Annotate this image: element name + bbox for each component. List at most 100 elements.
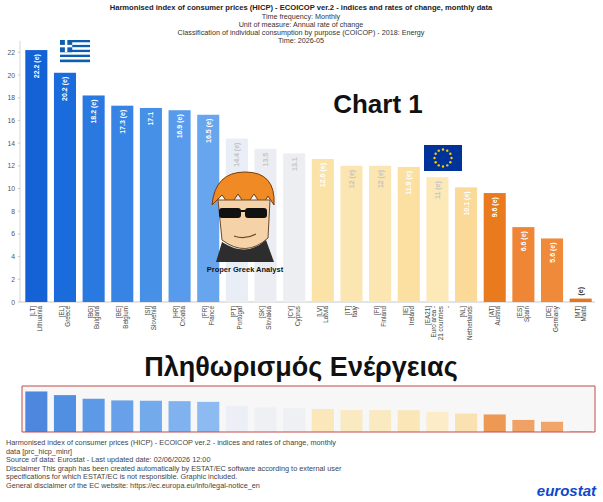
x-tick-label: [HR]Croatia <box>172 306 186 327</box>
y-tick-label: 8 <box>11 208 15 215</box>
bar <box>312 159 334 302</box>
chart: Harmonised index of consumer prices (HIC… <box>0 0 603 502</box>
bar <box>111 106 133 302</box>
x-tick-label: [EA21]Euro area -21 countries- <box>424 306 451 341</box>
thumbnail-bar <box>541 422 563 432</box>
flag-star <box>446 164 448 166</box>
y-tick <box>18 188 20 189</box>
x-axis <box>20 302 595 303</box>
flag-star <box>434 161 436 163</box>
y-tick-label: 22 <box>7 49 15 56</box>
thumbnail-border <box>22 386 23 432</box>
flag-star <box>442 165 444 167</box>
y-tick <box>18 279 20 280</box>
label-line: Germany <box>552 305 560 332</box>
label-line: Finland <box>380 306 387 327</box>
data-label: (e) <box>577 287 585 296</box>
x-tick-label: [IT]Italy <box>344 305 359 317</box>
flag-star <box>446 149 448 151</box>
greek-flag <box>60 40 90 62</box>
thumbnail-bar <box>312 409 334 432</box>
flag-star <box>438 164 440 166</box>
thumbnail-bar <box>340 410 362 432</box>
y-axis <box>20 41 21 302</box>
x-tick-label: [BG]Bulgaria <box>87 306 102 330</box>
y-tick-label: 14 <box>7 140 15 147</box>
thumbnail-bar <box>369 410 391 432</box>
x-tick-label: [SI]Slovenia <box>144 306 158 331</box>
data-label: 16.5 (e) <box>205 119 213 143</box>
bar <box>83 95 105 302</box>
x-tick-label: [EL]Greece <box>58 306 72 327</box>
bar <box>169 110 191 302</box>
background <box>0 0 603 502</box>
label-line: - <box>444 306 451 308</box>
y-tick-label: 12 <box>7 162 15 169</box>
y-tick <box>18 302 20 303</box>
thumbnail-bar <box>512 420 534 432</box>
data-label: 11 (e) <box>434 181 442 199</box>
flag-stripe <box>60 57 90 60</box>
x-tick-label: [LV]Latvia <box>316 306 330 323</box>
label-line: Malta <box>580 306 587 322</box>
flag-canton <box>60 40 72 52</box>
x-tick-label: [AT]Austria <box>488 306 502 326</box>
data-label: 22.2 (e) <box>33 54 41 78</box>
label-line: Greece <box>64 306 71 327</box>
flag-stripe <box>60 60 90 63</box>
bars <box>25 50 591 302</box>
y-tick <box>18 165 20 166</box>
y-tick-label: 20 <box>7 72 15 79</box>
data-label: 11.9 (e) <box>405 171 413 195</box>
y-tick <box>18 75 20 76</box>
thumbnail-border <box>595 386 596 432</box>
data-label: 20.2 (e) <box>61 77 69 101</box>
bar <box>512 227 534 302</box>
data-label: 13.1 <box>291 157 298 171</box>
data-label: 18.2 (e) <box>90 99 98 123</box>
thumbnail <box>22 386 595 432</box>
face <box>218 200 270 249</box>
annotation: Proper Greek Analyst <box>207 265 284 274</box>
thumbnail-bar <box>111 400 133 432</box>
x-tick-label: [LT]Lithuania <box>29 306 43 332</box>
x-tick-label: [PT]Portugal <box>230 306 245 330</box>
mouth <box>234 234 256 238</box>
x-tick-label: [ES]Spain <box>516 306 531 323</box>
label-line: Italy <box>351 305 359 317</box>
bar <box>455 187 477 302</box>
label-line: Ireland <box>408 306 415 326</box>
y-tick <box>18 256 20 257</box>
flag-cross <box>65 40 67 52</box>
data-label: 13.5 <box>262 153 269 167</box>
x-tick-label: [IE]Ireland <box>402 306 416 326</box>
thumbnail-bar <box>426 412 448 432</box>
thumbnail-border <box>22 385 595 386</box>
thumbnail-bar <box>197 402 219 432</box>
y-tick <box>18 97 20 98</box>
label-line: France <box>208 306 215 326</box>
flag-star <box>449 153 451 155</box>
data-label: 17.3 (e) <box>119 110 127 134</box>
thumbnail-bar <box>25 391 47 432</box>
y-tick <box>18 211 20 212</box>
sunglasses <box>219 208 241 218</box>
thumbnail-border <box>22 431 595 432</box>
thumbnail-bar <box>455 414 477 432</box>
label-line: 21 countries <box>437 306 444 340</box>
bar <box>283 153 305 302</box>
label-line: Bulgaria <box>93 306 101 330</box>
data-label: 12 (e) <box>377 170 385 188</box>
thumbnail-bar <box>283 408 305 432</box>
label-line: Lithuania <box>36 306 43 332</box>
thumbnail-bar <box>140 401 162 432</box>
y-tick <box>18 120 20 121</box>
thumbnail-bar <box>226 406 248 432</box>
label-line: Netherlands <box>466 306 473 340</box>
label-line: Slovakia <box>265 306 272 330</box>
label-line: Latvia <box>322 306 329 323</box>
x-tick-label: [SK]Slovakia <box>258 306 272 330</box>
thumbnail-bar <box>254 407 276 432</box>
y-tick <box>18 52 20 53</box>
annotation: Chart 1 <box>333 89 423 119</box>
